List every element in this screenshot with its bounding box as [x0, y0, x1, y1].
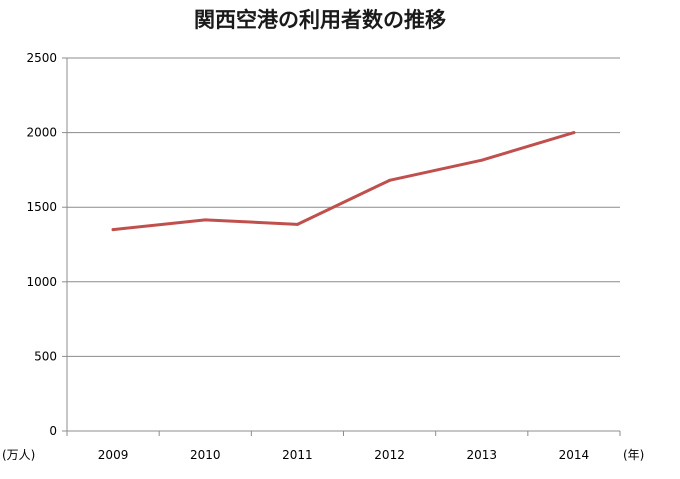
- data-point-2011: [295, 222, 299, 226]
- data-point-2009: [111, 228, 115, 232]
- data-point-2014: [572, 131, 576, 135]
- series-layer: [111, 131, 576, 232]
- data-point-2010: [203, 218, 207, 222]
- data-point-2012: [388, 178, 392, 182]
- y-tick-label-0: 0: [49, 424, 57, 438]
- y-tick-label-500: 500: [34, 349, 57, 363]
- x-tick-label-2011: 2011: [282, 448, 313, 462]
- series-line-0: [111, 131, 576, 232]
- x-tick-label-2010: 2010: [190, 448, 221, 462]
- axes: [62, 57, 621, 436]
- x-axis-tick-labels: 2009 2010 2011 2012 2013 2014: [98, 448, 589, 462]
- y-axis-unit-label: (万人): [2, 448, 35, 462]
- y-tick-label-2000: 2000: [26, 126, 57, 140]
- x-axis-unit-label: (年): [623, 448, 644, 462]
- y-tick-label-1500: 1500: [26, 200, 57, 214]
- y-tick-label-2500: 2500: [26, 51, 57, 65]
- y-tick-label-1000: 1000: [26, 275, 57, 289]
- x-tick-label-2013: 2013: [466, 448, 497, 462]
- grid: [67, 57, 620, 357]
- x-tick-label-2009: 2009: [98, 448, 129, 462]
- chart-title: 関西空港の利用者数の推移: [194, 8, 446, 32]
- data-point-2013: [480, 158, 484, 162]
- y-axis-tick-labels: 0 500 1000 1500 2000 2500: [26, 51, 57, 438]
- x-tick-label-2014: 2014: [559, 448, 590, 462]
- x-tick-label-2012: 2012: [374, 448, 405, 462]
